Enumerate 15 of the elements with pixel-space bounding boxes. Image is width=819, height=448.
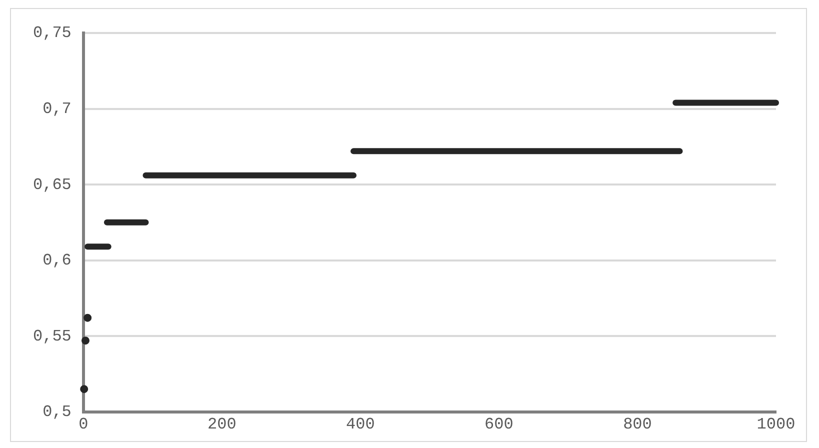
y-tick-label: 0,75 xyxy=(33,24,72,42)
y-tick-label: 0,6 xyxy=(42,252,72,270)
point xyxy=(84,314,92,322)
y-tick-label: 0,5 xyxy=(42,403,72,422)
y-tick-label: 0,55 xyxy=(33,327,72,346)
x-tick-label: 600 xyxy=(484,416,514,434)
x-tick-label: 400 xyxy=(346,416,375,434)
x-tick-label: 1000 xyxy=(756,416,796,434)
x-tick-label: 0 xyxy=(78,416,88,434)
point xyxy=(80,385,88,394)
point xyxy=(81,336,90,345)
x-tick-label: 800 xyxy=(623,416,652,434)
y-tick-label: 0,7 xyxy=(42,100,72,118)
y-tick-label: 0,65 xyxy=(33,176,72,194)
x-tick-label: 200 xyxy=(208,416,236,434)
